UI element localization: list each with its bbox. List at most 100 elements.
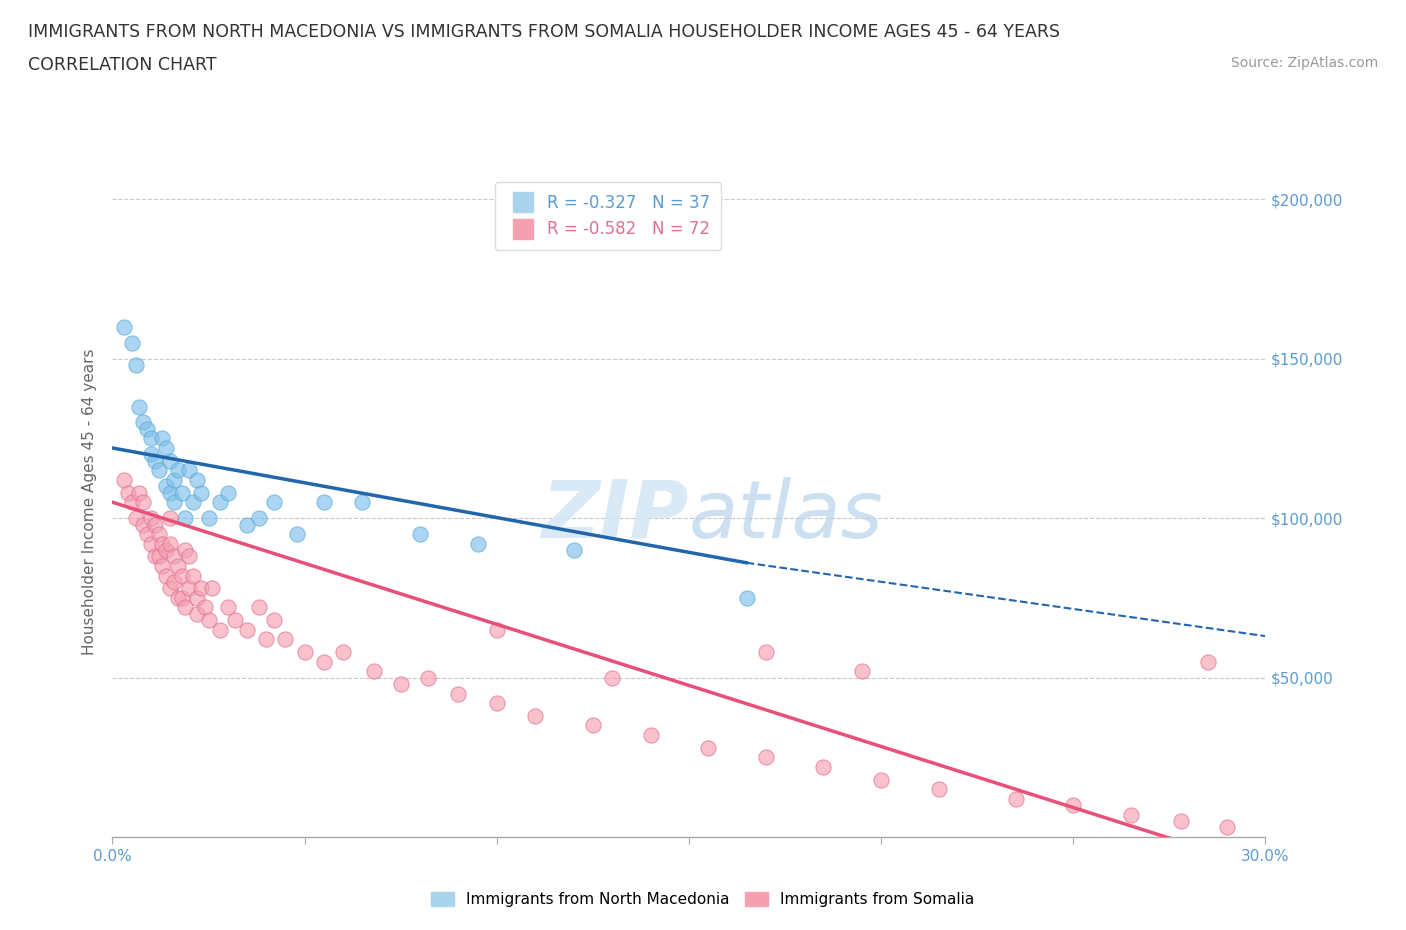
Point	[136, 421, 159, 436]
Text: ZIP: ZIP	[541, 476, 689, 554]
Point	[201, 581, 224, 596]
Point	[170, 591, 193, 605]
Point	[128, 399, 150, 414]
Point	[143, 549, 166, 564]
Point	[139, 511, 162, 525]
Point	[132, 517, 155, 532]
Point	[166, 591, 188, 605]
Point	[152, 559, 174, 574]
Point	[112, 319, 135, 334]
Point	[236, 517, 259, 532]
Point	[159, 537, 181, 551]
Point	[735, 591, 758, 605]
Point	[285, 526, 308, 541]
Point	[128, 485, 150, 500]
Point	[312, 495, 335, 510]
Text: IMMIGRANTS FROM NORTH MACEDONIA VS IMMIGRANTS FROM SOMALIA HOUSEHOLDER INCOME AG: IMMIGRANTS FROM NORTH MACEDONIA VS IMMIG…	[28, 23, 1060, 41]
Point	[813, 760, 835, 775]
Point	[1170, 814, 1192, 829]
Point	[174, 511, 197, 525]
Point	[186, 606, 208, 621]
Point	[155, 441, 177, 456]
Point	[124, 511, 146, 525]
Point	[312, 654, 335, 669]
Point	[152, 431, 174, 445]
Point	[152, 537, 174, 551]
Point	[1062, 798, 1084, 813]
Y-axis label: Householder Income Ages 45 - 64 years: Householder Income Ages 45 - 64 years	[82, 349, 97, 656]
Point	[582, 718, 605, 733]
Point	[170, 485, 193, 500]
Point	[485, 696, 508, 711]
Point	[389, 676, 412, 691]
Point	[524, 709, 547, 724]
Point	[121, 336, 143, 351]
Point	[132, 415, 155, 430]
Point	[263, 613, 285, 628]
Point	[112, 472, 135, 487]
Point	[209, 495, 232, 510]
Point	[132, 495, 155, 510]
Point	[190, 581, 212, 596]
Point	[870, 772, 893, 787]
Point	[209, 622, 232, 637]
Point	[562, 542, 585, 557]
Point	[247, 511, 270, 525]
Point	[179, 463, 201, 478]
Point	[928, 782, 950, 797]
Point	[416, 671, 439, 685]
Point	[148, 549, 170, 564]
Point	[179, 581, 201, 596]
Point	[600, 671, 623, 685]
Point	[332, 644, 354, 659]
Point	[224, 613, 246, 628]
Text: CORRELATION CHART: CORRELATION CHART	[28, 56, 217, 73]
Point	[155, 479, 177, 494]
Point	[159, 453, 181, 468]
Point	[170, 568, 193, 583]
Point	[1119, 807, 1142, 822]
Text: Source: ZipAtlas.com: Source: ZipAtlas.com	[1230, 56, 1378, 70]
Point	[197, 511, 219, 525]
Point	[174, 600, 197, 615]
Point	[274, 631, 297, 646]
Point	[124, 358, 146, 373]
Point	[190, 485, 212, 500]
Point	[181, 495, 204, 510]
Legend: R = -0.327   N = 37, R = -0.582   N = 72: R = -0.327 N = 37, R = -0.582 N = 72	[495, 182, 721, 250]
Point	[143, 517, 166, 532]
Text: atlas: atlas	[689, 476, 884, 554]
Point	[467, 537, 489, 551]
Point	[139, 431, 162, 445]
Point	[159, 581, 181, 596]
Point	[179, 549, 201, 564]
Point	[155, 568, 177, 583]
Point	[485, 622, 508, 637]
Point	[117, 485, 139, 500]
Point	[247, 600, 270, 615]
Point	[163, 495, 186, 510]
Point	[159, 511, 181, 525]
Point	[755, 644, 778, 659]
Point	[697, 740, 720, 755]
Point	[166, 559, 188, 574]
Point	[851, 664, 873, 679]
Point	[143, 453, 166, 468]
Point	[148, 526, 170, 541]
Point	[197, 613, 219, 628]
Point	[163, 549, 186, 564]
Point	[139, 537, 162, 551]
Point	[181, 568, 204, 583]
Point	[409, 526, 432, 541]
Point	[163, 472, 186, 487]
Point	[294, 644, 316, 659]
Point	[139, 447, 162, 462]
Point	[363, 664, 385, 679]
Point	[217, 485, 239, 500]
Point	[254, 631, 277, 646]
Point	[136, 526, 159, 541]
Point	[121, 495, 143, 510]
Point	[148, 463, 170, 478]
Point	[447, 686, 470, 701]
Point	[217, 600, 239, 615]
